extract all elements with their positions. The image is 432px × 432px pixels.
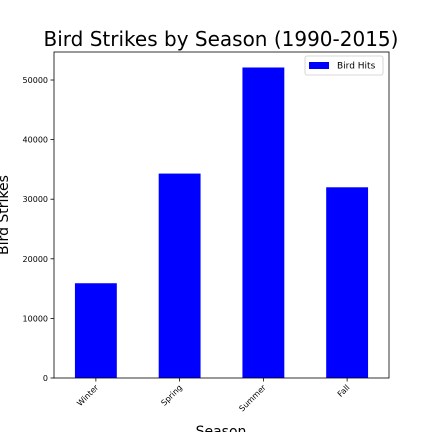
y-axis-label: Bird Strikes bbox=[0, 175, 12, 255]
x-axis-ticks: Winter Spring Summer Fall bbox=[75, 378, 352, 414]
bars-group bbox=[74, 67, 369, 379]
y-tick-label: 0 bbox=[43, 374, 48, 383]
bar-summer bbox=[242, 67, 285, 379]
bar-fall bbox=[326, 187, 369, 378]
x-tick-label: Winter bbox=[75, 383, 101, 409]
y-tick-label: 50000 bbox=[23, 76, 48, 85]
x-tick-label: Spring bbox=[159, 383, 184, 408]
legend: Bird Hits bbox=[304, 55, 384, 76]
chart-title: Bird Strikes by Season (1990-2015) bbox=[44, 27, 399, 51]
bar-winter bbox=[74, 283, 117, 378]
y-tick-label: 10000 bbox=[23, 314, 48, 323]
x-tick-label: Fall bbox=[336, 383, 352, 399]
x-tick-label: Summer bbox=[237, 383, 268, 414]
x-axis-label: Season bbox=[196, 424, 247, 432]
legend-swatch bbox=[309, 62, 329, 69]
y-tick-label: 20000 bbox=[23, 255, 48, 264]
plot-frame bbox=[53, 51, 390, 379]
legend-box bbox=[304, 55, 384, 76]
bar-spring bbox=[158, 173, 201, 378]
y-tick-label: 40000 bbox=[23, 136, 48, 145]
legend-label: Bird Hits bbox=[337, 62, 376, 72]
y-tick-label: 30000 bbox=[23, 195, 48, 204]
y-axis-ticks: 0 10000 20000 30000 40000 50000 bbox=[23, 76, 54, 383]
